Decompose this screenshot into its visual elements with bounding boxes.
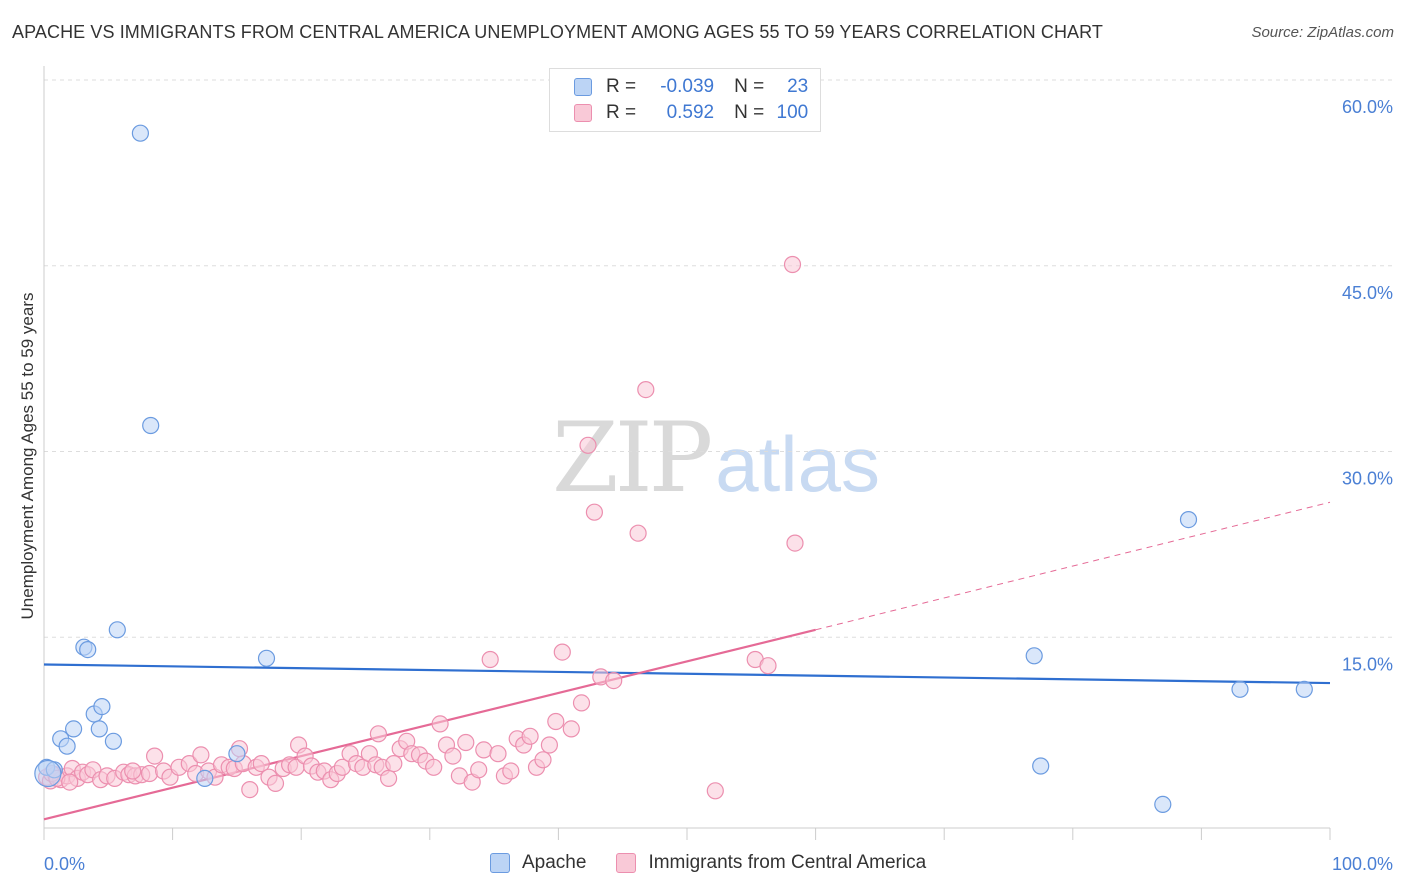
immigrants-point [786,534,804,552]
apache-point [64,720,83,738]
chart-title: APACHE VS IMMIGRANTS FROM CENTRAL AMERIC… [12,22,1104,42]
apache-point [93,697,111,716]
immigrants-point [266,774,285,793]
immigrants-point [444,747,462,765]
legend-n-value: 100 [776,102,809,123]
apache-point [1032,757,1050,775]
immigrants-point [146,747,164,765]
immigrants-point [579,436,597,454]
immigrants-legend-swatch [616,853,637,873]
apache-point [79,640,97,659]
series-legend-apache[interactable]: Apache [490,852,586,874]
y-tick-label: 30.0% [1342,469,1393,489]
correlation-legend: R = -0.039 N = 23 R = 0.592 N = 100 [549,68,821,132]
watermark-zip: ZIP [552,402,713,514]
series-legend-immigrants[interactable]: Immigrants from Central America [616,852,926,874]
immigrants-point [759,657,777,675]
immigrants-point [61,773,79,791]
grid-layer [44,79,1395,638]
immigrants-point [380,769,398,788]
apache-legend-swatch [490,853,510,873]
immigrants-point [547,712,565,731]
x-tick-label: 100.0% [1332,854,1393,874]
trend-layer [43,501,1331,821]
apache-legend-label: Apache [522,852,587,873]
immigrants-point [534,751,552,769]
watermark-atlas: atlas [715,420,880,508]
x-tick-label: 0.0% [44,854,85,874]
immigrants-point [502,762,520,780]
axis-layer [43,66,1331,840]
y-tick-label: 60.0% [1342,97,1393,117]
immigrants-point [572,694,591,712]
legend-row-apache: R = -0.039 N = 23 [574,75,808,99]
immigrants-point [562,720,580,738]
immigrants-point [783,255,802,274]
source-label: Source: ZipAtlas.com [1251,24,1394,41]
legend-r-label: R = [606,102,637,123]
immigrants-point [431,715,449,733]
immigrants-point [241,780,259,799]
immigrants-point [605,671,623,690]
immigrants-legend-label: Immigrants from Central America [648,852,927,873]
apache-point [228,745,246,763]
points-layer [34,124,1313,814]
immigrants-point [369,725,387,743]
immigrants-trend-line [43,628,816,821]
apache-point [1025,647,1043,665]
immigrants-point [192,746,210,764]
apache-point [1231,680,1249,698]
immigrants-point [521,727,539,745]
series-legend: Apache Immigrants from Central America [490,852,956,874]
immigrants-point [475,741,493,759]
immigrants-point [585,503,604,521]
apache-point [1179,510,1198,529]
legend-n-value: 23 [787,76,809,97]
y-tick-label: 45.0% [1342,283,1393,303]
immigrants-point [540,736,559,754]
immigrants-point [637,381,655,399]
apache-point [196,769,214,788]
apache-point [58,737,76,755]
legend-r-label: R = [606,76,637,97]
apache-point [90,720,108,738]
immigrants-point [425,758,443,776]
apache-point [34,759,62,788]
apache-point [131,124,149,142]
y-tick-label: 15.0% [1342,654,1393,674]
immigrants-point [457,733,475,752]
legend-row-immigrants: R = 0.592 N = 100 [574,101,808,125]
watermark: ZIPatlas [552,402,880,514]
apache-point [142,416,160,435]
immigrants-point [124,762,142,780]
legend-r-value: 0.592 [666,102,715,123]
immigrants-swatch [574,104,592,122]
legend-n-label: N = [734,76,765,97]
apache-point [1295,680,1313,698]
apache-trend-line [43,663,1331,685]
immigrants-point [481,650,499,669]
legend-n-label: N = [734,102,765,123]
immigrants-point [385,754,403,773]
apache-point [1154,795,1172,814]
immigrants-point [553,643,571,661]
immigrants-point [706,782,724,800]
immigrants-point [489,745,507,763]
y-axis-label: Unemployment Among Ages 55 to 59 years [18,292,37,620]
tick-layer: 15.0% 30.0% 45.0% 60.0% 0.0% 100.0% [44,97,1393,874]
legend-r-value: -0.039 [660,76,715,97]
immigrants-point [252,754,270,773]
immigrants-point [629,524,647,542]
apache-point [104,732,123,750]
apache-point [108,621,126,639]
immigrants-trend-extension [815,501,1331,631]
apache-swatch [574,78,592,96]
immigrants-point [140,764,159,783]
apache-point [257,649,276,667]
immigrants-point [470,761,488,779]
